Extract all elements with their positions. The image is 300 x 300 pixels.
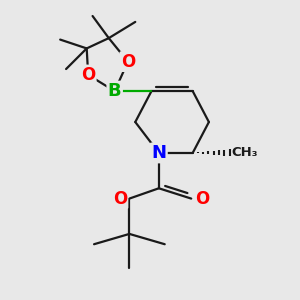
Text: O: O <box>121 53 135 71</box>
Text: O: O <box>113 190 127 208</box>
Text: B: B <box>108 82 122 100</box>
Text: O: O <box>81 66 95 84</box>
Text: N: N <box>151 144 166 162</box>
Text: O: O <box>195 190 209 208</box>
Text: CH₃: CH₃ <box>232 146 258 159</box>
